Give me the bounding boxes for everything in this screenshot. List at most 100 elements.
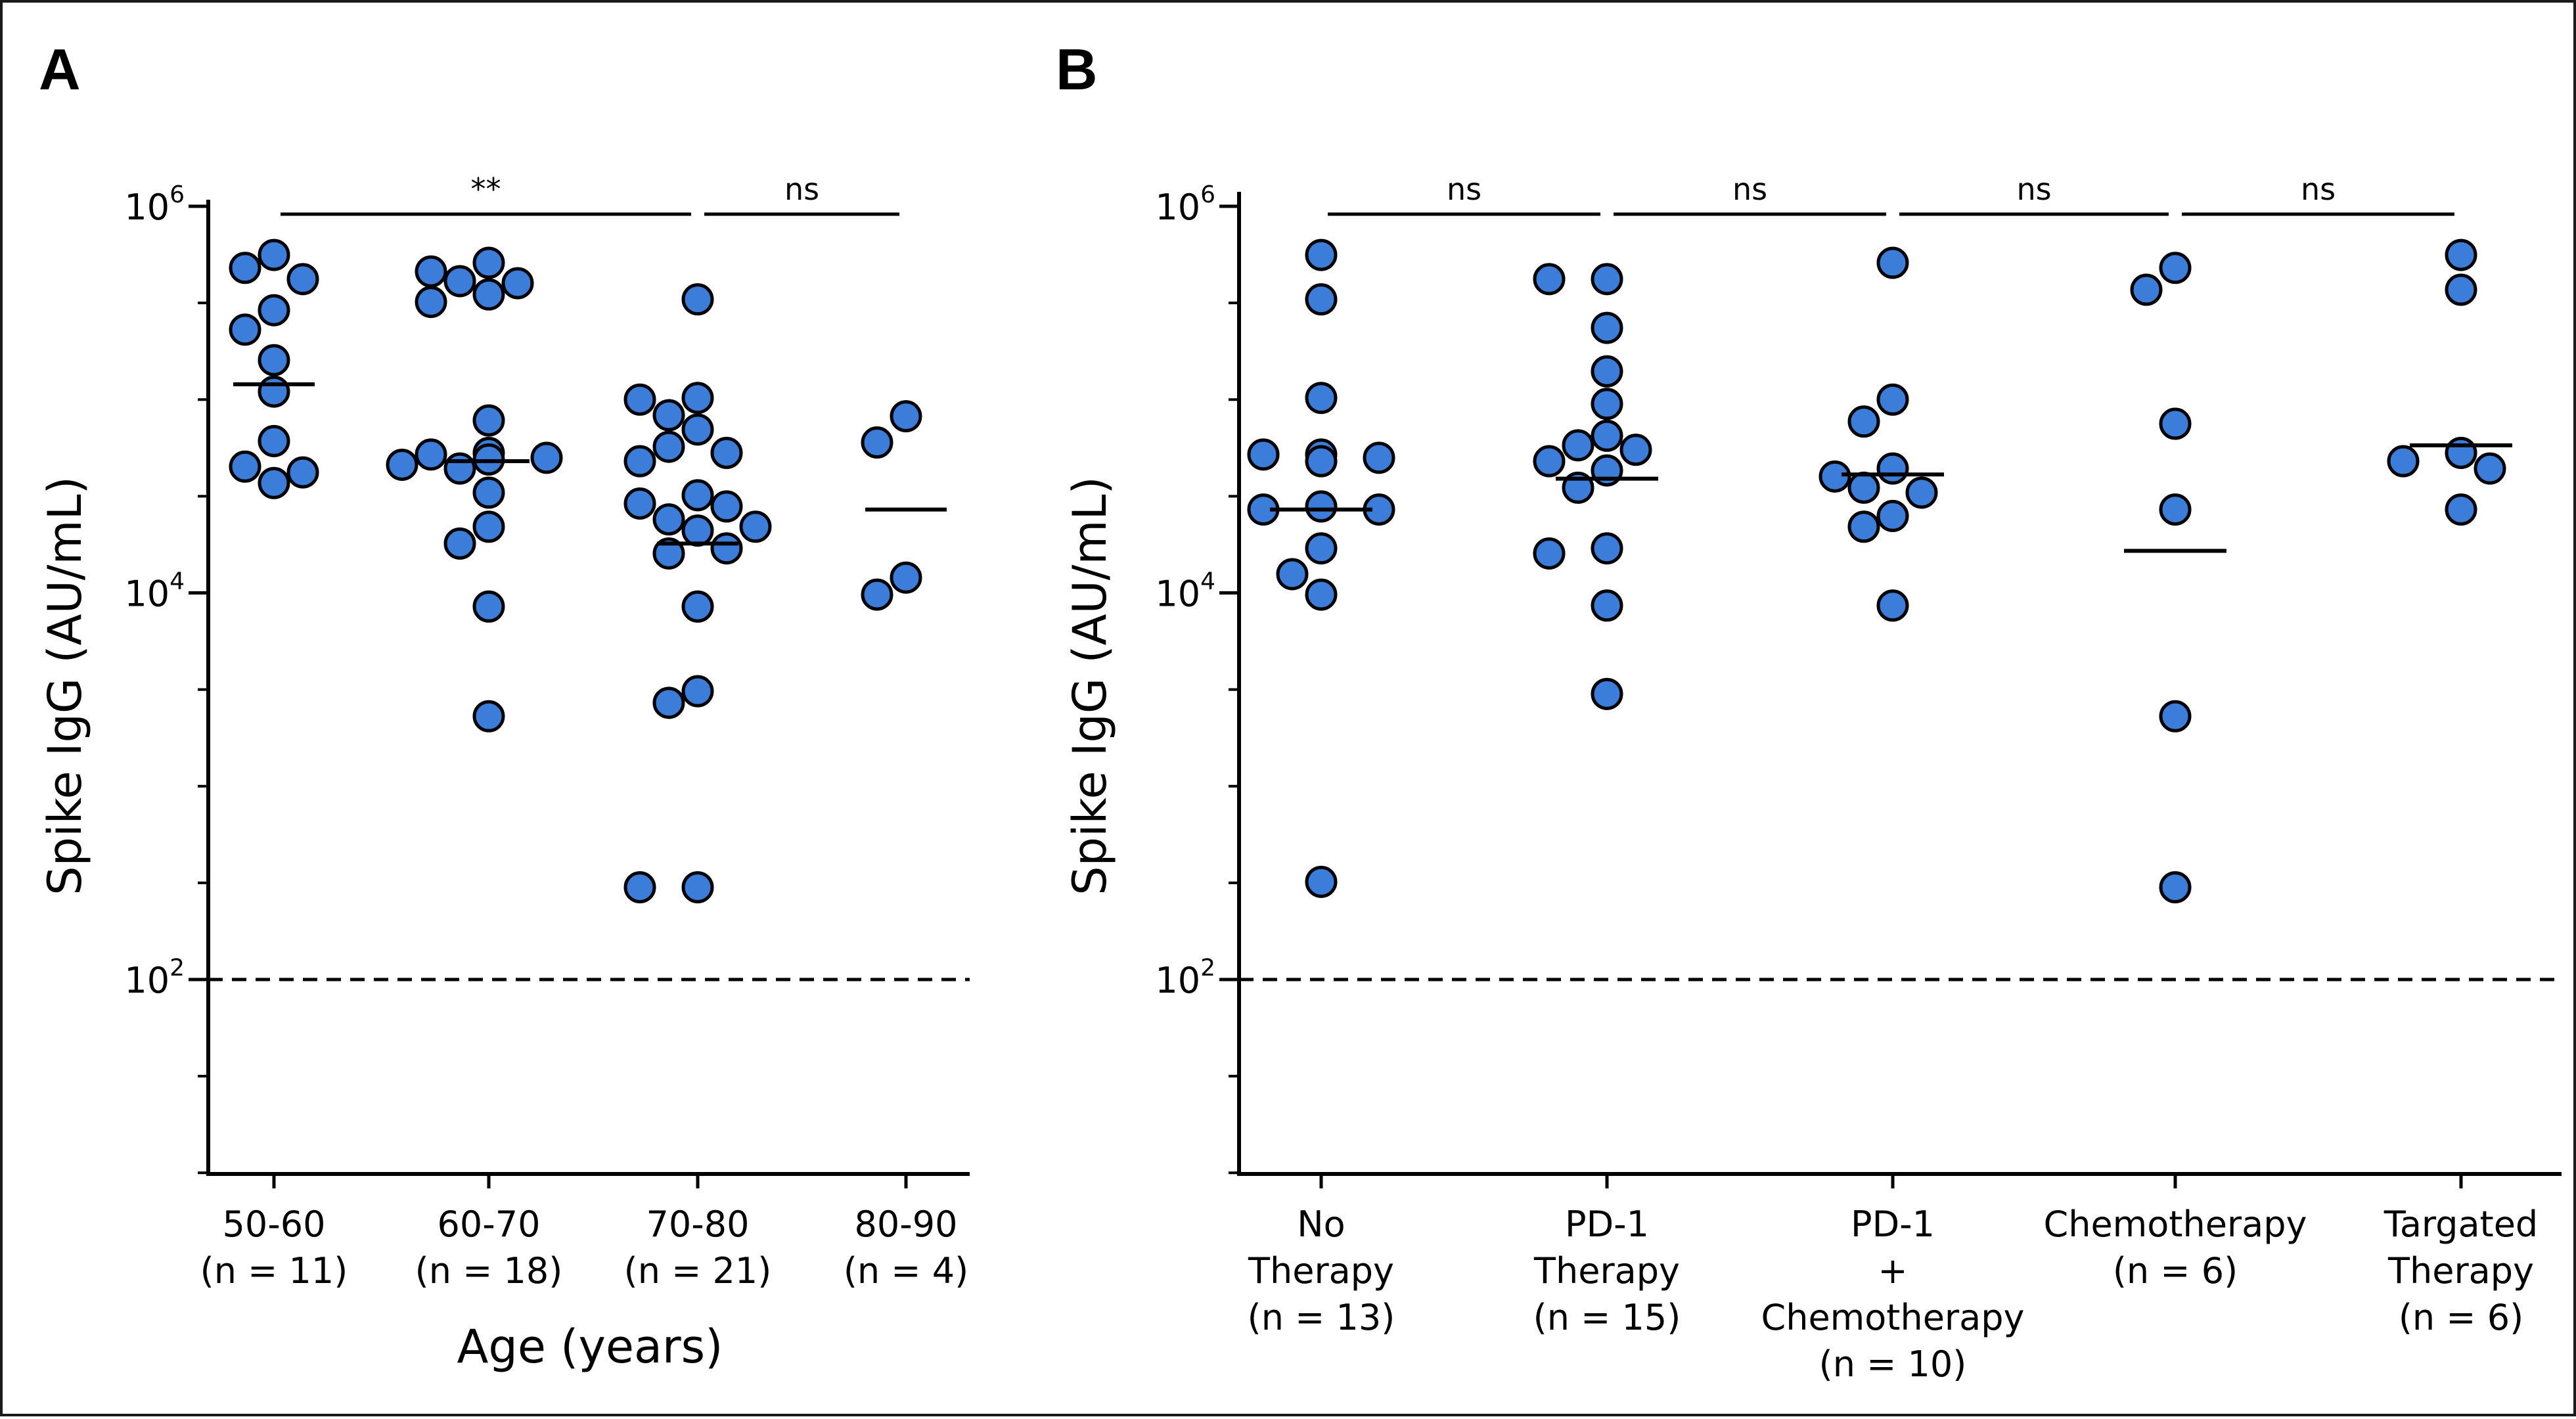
data-point <box>472 700 505 732</box>
data-point <box>1591 532 1623 565</box>
data-point <box>681 413 714 446</box>
data-point <box>623 445 656 478</box>
data-point <box>861 426 893 459</box>
x-tick-label: 80-90 <box>855 1204 958 1245</box>
data-point <box>415 286 447 319</box>
data-point <box>2445 493 2477 526</box>
significance-label: ns <box>1732 171 1767 207</box>
data-point <box>443 452 476 485</box>
x-tick-label: Targated <box>2384 1204 2538 1245</box>
significance-label: ns <box>1447 171 1481 207</box>
x-tick-label: (n = 15) <box>1533 1297 1681 1338</box>
x-tick-label: (n = 6) <box>2399 1297 2523 1338</box>
significance-label: ns <box>2301 171 2336 207</box>
y-tick-label: 104 <box>1155 568 1215 615</box>
data-point <box>1876 589 1909 622</box>
data-point <box>2445 273 2477 306</box>
x-tick-label: PD-1 <box>1565 1204 1649 1245</box>
data-point <box>472 510 505 543</box>
panel-letter: A <box>39 37 81 102</box>
data-point <box>681 514 714 547</box>
data-point <box>472 476 505 509</box>
data-point <box>472 278 505 311</box>
data-point <box>623 383 656 416</box>
data-point <box>415 438 447 471</box>
x-tick-label: Therapy <box>1533 1250 1680 1292</box>
x-tick-label: Therapy <box>1248 1250 1394 1292</box>
data-point <box>1305 532 1338 565</box>
x-tick-label: Chemotherapy <box>1761 1297 2025 1338</box>
data-point <box>2159 493 2192 526</box>
data-point <box>2445 436 2477 469</box>
data-point <box>258 294 290 327</box>
data-point <box>501 267 534 300</box>
data-point <box>2159 700 2192 732</box>
y-axis-label: Spike IgG (AU/mL) <box>38 476 92 895</box>
data-point <box>258 344 290 376</box>
data-point <box>443 527 476 560</box>
data-point <box>1591 355 1623 388</box>
data-point <box>739 510 772 543</box>
data-point <box>1562 429 1594 462</box>
data-point <box>1876 452 1909 485</box>
data-point <box>1876 499 1909 532</box>
data-point <box>415 255 447 288</box>
data-point <box>710 532 743 565</box>
data-point <box>652 503 685 536</box>
x-tick-label: (n = 21) <box>624 1250 772 1292</box>
data-point <box>1876 246 1909 279</box>
x-tick-label: No <box>1297 1204 1345 1245</box>
significance-label: ns <box>2016 171 2051 207</box>
data-point <box>1591 677 1623 710</box>
data-point <box>681 590 714 623</box>
x-tick-label: 60-70 <box>438 1204 541 1245</box>
data-point <box>681 675 714 708</box>
data-point <box>2159 407 2192 440</box>
data-point <box>2159 871 2192 904</box>
data-point <box>710 436 743 469</box>
data-point <box>1305 865 1338 898</box>
data-point <box>681 283 714 316</box>
significance-label: ns <box>784 171 819 207</box>
data-point <box>890 400 922 433</box>
x-tick-label: Therapy <box>2387 1250 2534 1292</box>
data-point <box>1305 578 1338 611</box>
data-point <box>652 687 685 719</box>
data-point <box>681 382 714 415</box>
data-point <box>1305 283 1338 316</box>
data-point <box>1533 537 1566 570</box>
data-point <box>1819 460 1851 493</box>
data-point <box>229 252 261 284</box>
data-point <box>258 424 290 457</box>
data-point <box>1876 383 1909 416</box>
data-point <box>710 490 743 523</box>
x-tick-label: (n = 10) <box>1819 1343 1967 1385</box>
y-tick-label: 106 <box>124 181 185 228</box>
data-point <box>472 404 505 437</box>
panel-letter: B <box>1056 37 1098 102</box>
data-point <box>1533 263 1566 296</box>
data-point <box>1591 311 1623 344</box>
x-tick-label: 50-60 <box>223 1204 326 1245</box>
data-point <box>258 466 290 499</box>
panel-b: B 106 104 102 Spike IgG (AU/mL) No Therapy (n =… <box>1056 37 2562 1385</box>
data-point <box>229 313 261 346</box>
data-point <box>472 246 505 279</box>
significance-label: ** <box>471 171 501 207</box>
data-point <box>861 578 893 611</box>
y-tick-label: 102 <box>1155 955 1215 1001</box>
y-tick-label: 106 <box>1155 181 1215 228</box>
data-point <box>258 238 290 271</box>
data-point <box>681 479 714 512</box>
x-tick-label: PD-1 <box>1851 1204 1935 1245</box>
data-point <box>1247 438 1280 471</box>
y-axis-label: Spike IgG (AU/mL) <box>1063 476 1117 895</box>
data-point <box>623 487 656 520</box>
y-tick-label: 104 <box>124 568 185 615</box>
data-point <box>1619 434 1652 466</box>
data-point <box>1591 419 1623 452</box>
data-point <box>2387 445 2420 478</box>
data-point <box>652 399 685 432</box>
data-point <box>1847 471 1880 504</box>
